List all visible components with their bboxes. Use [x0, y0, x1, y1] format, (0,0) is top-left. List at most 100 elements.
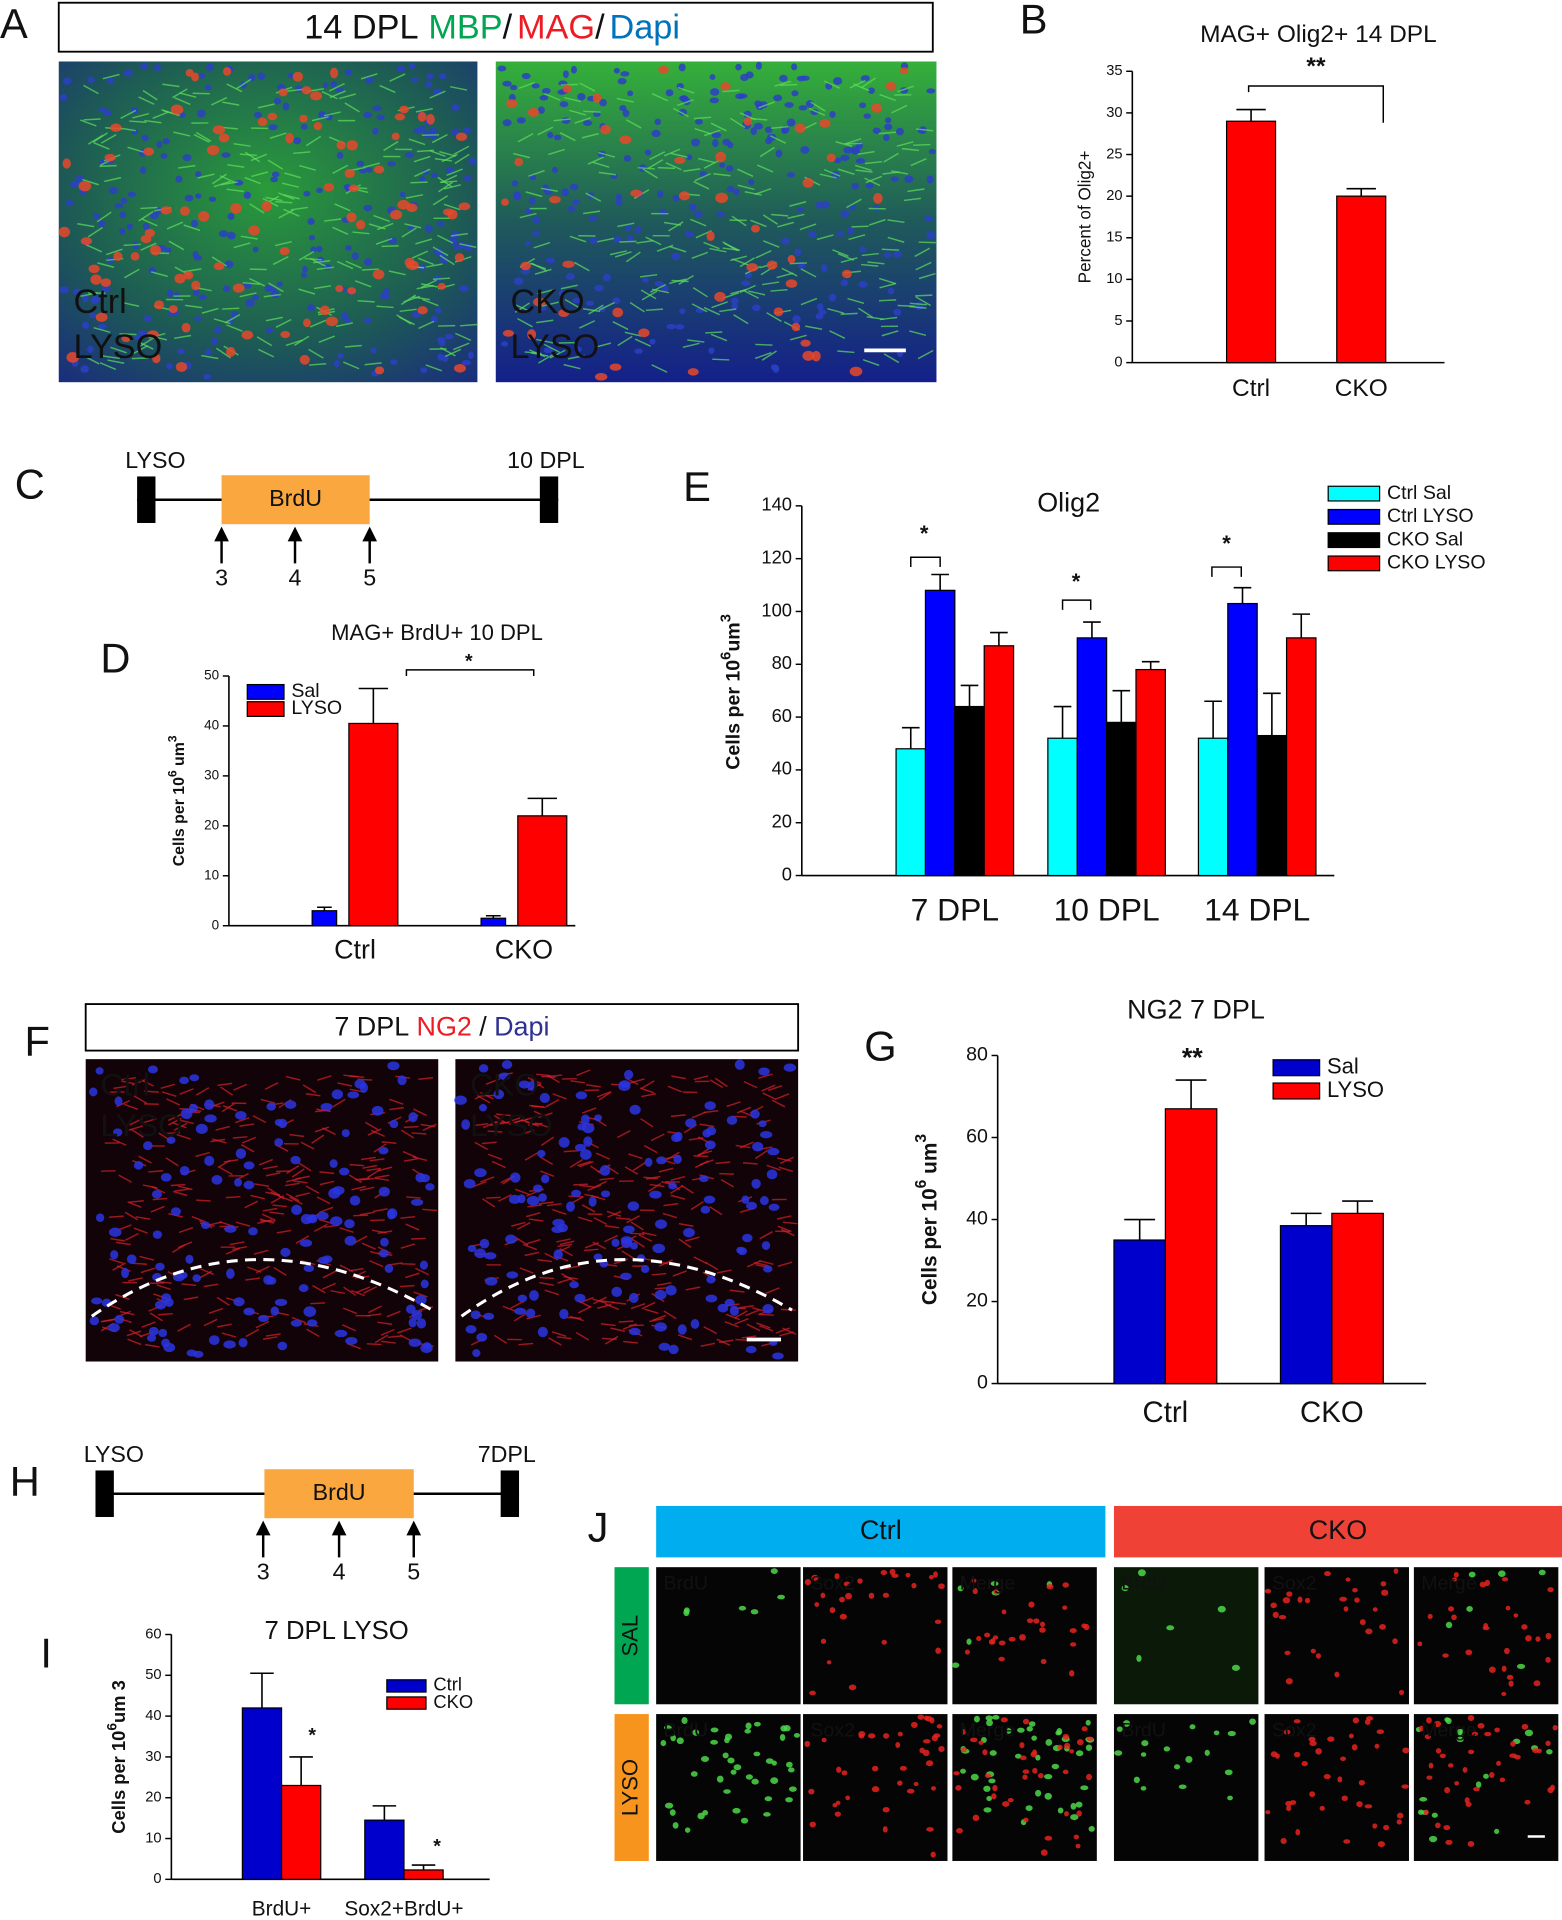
bar — [895, 748, 927, 877]
cell — [505, 1234, 517, 1244]
cell — [926, 88, 936, 94]
cell — [1494, 1828, 1500, 1834]
cell — [574, 346, 582, 353]
cell — [506, 1271, 519, 1279]
cell — [526, 1195, 540, 1206]
cell — [798, 105, 808, 111]
fiber — [83, 84, 99, 95]
legend-swatch — [1327, 532, 1381, 549]
cell — [118, 228, 126, 235]
cell — [214, 326, 222, 334]
cell — [1023, 1817, 1029, 1823]
fiber — [258, 1158, 273, 1166]
cell — [931, 1735, 939, 1742]
cell — [731, 302, 739, 310]
cell — [1070, 1802, 1077, 1810]
cell — [198, 73, 206, 79]
cell — [179, 206, 190, 216]
fiber — [253, 1249, 269, 1255]
cell — [72, 288, 82, 295]
bar — [1331, 1212, 1384, 1385]
y-tick-label: 50 — [204, 668, 219, 683]
fiber — [257, 103, 275, 109]
fiber — [116, 1241, 131, 1246]
fiber — [317, 1075, 332, 1081]
cell — [583, 1136, 593, 1147]
fiber — [552, 1208, 567, 1215]
fiber — [855, 169, 873, 173]
significance-bracket — [1211, 566, 1243, 577]
fiber — [265, 1333, 281, 1337]
fiber — [561, 1273, 575, 1282]
fiber — [762, 240, 780, 248]
fiber — [645, 1175, 661, 1180]
cell — [1352, 1717, 1360, 1724]
cell — [747, 179, 755, 185]
fiber — [241, 1136, 257, 1144]
fiber — [636, 239, 654, 244]
fiber — [364, 362, 382, 366]
fiber — [264, 1082, 279, 1091]
cell — [299, 114, 308, 123]
cell — [371, 1105, 384, 1116]
fiber — [250, 153, 268, 162]
cell — [1075, 1750, 1084, 1757]
cell — [706, 231, 715, 242]
fiber — [129, 1200, 144, 1203]
fiber — [299, 164, 316, 171]
cell — [594, 1114, 603, 1122]
cell — [660, 1740, 667, 1747]
cell — [290, 1155, 301, 1165]
fiber — [309, 257, 326, 267]
cell — [1002, 1801, 1010, 1807]
cell — [303, 190, 311, 197]
fiber — [224, 313, 241, 324]
micrograph-bg — [495, 61, 937, 383]
cell — [318, 111, 326, 119]
cell — [582, 1123, 595, 1134]
fiber — [621, 1250, 635, 1260]
fiber — [411, 250, 429, 259]
cell — [820, 1592, 826, 1599]
fiber — [746, 1260, 761, 1268]
header-word: 14 DPL — [304, 9, 418, 47]
cell — [172, 1273, 185, 1282]
cell — [93, 213, 101, 220]
cell — [745, 1345, 757, 1354]
cell — [257, 117, 268, 127]
cell — [698, 1175, 709, 1183]
fiber — [641, 1231, 657, 1237]
error-bar — [1175, 1079, 1207, 1109]
cell — [1026, 1618, 1034, 1624]
fiber — [582, 308, 601, 313]
cell — [991, 1793, 997, 1800]
cell — [700, 1205, 711, 1214]
cell — [1035, 1789, 1042, 1797]
cell — [273, 97, 282, 105]
cell — [787, 254, 796, 264]
cell — [160, 1173, 172, 1182]
arrow-head — [362, 526, 378, 542]
cell — [644, 1157, 653, 1167]
fiber — [374, 1177, 390, 1182]
fiber — [832, 249, 849, 257]
fiber — [781, 267, 798, 277]
fiber — [332, 164, 349, 175]
y-tick-label: 120 — [761, 547, 792, 568]
fiber — [321, 1282, 336, 1291]
cell — [310, 246, 317, 253]
micrograph: Sox2 — [803, 1714, 948, 1861]
fiber — [575, 1331, 590, 1341]
fiber — [416, 284, 434, 290]
cell — [100, 278, 112, 287]
cell — [525, 207, 532, 215]
fiber — [106, 248, 123, 256]
legend-swatch — [1327, 508, 1381, 525]
cell — [642, 277, 649, 283]
cell — [740, 1817, 749, 1824]
fiber — [319, 1171, 335, 1175]
cell — [98, 220, 106, 228]
cell — [89, 1087, 98, 1097]
